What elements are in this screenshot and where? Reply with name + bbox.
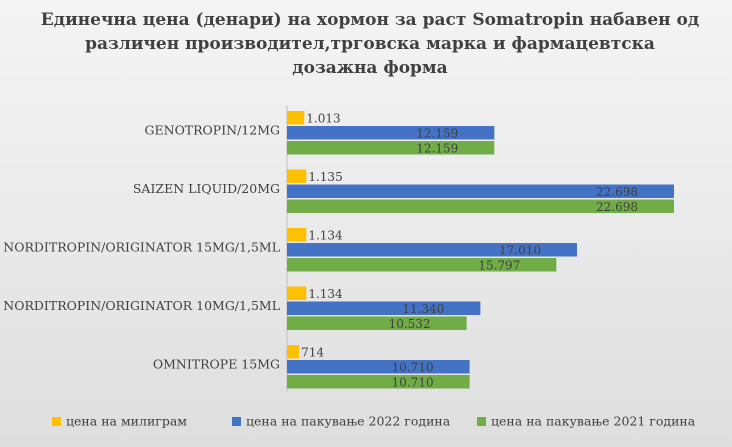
data-label: 10.532 [389, 317, 431, 331]
data-label: 1.134 [308, 228, 343, 242]
data-label: 10.710 [392, 360, 434, 374]
legend: цена на милиграм цена на пакување 2022 го… [52, 414, 696, 429]
bar [287, 111, 305, 125]
bar [287, 199, 674, 213]
data-label: 12.159 [416, 126, 458, 140]
chart-title: Единечна цена (денари) на хормон за раст… [40, 10, 700, 78]
data-label: 1.135 [308, 170, 342, 184]
legend-label: цена на милиграм [66, 414, 187, 429]
bar [287, 301, 481, 315]
data-label: 22.698 [596, 185, 638, 199]
bar [287, 243, 578, 257]
data-label: 11.340 [402, 302, 444, 316]
data-label: 22.698 [596, 200, 638, 214]
category-label: SAIZEN LIQUID/20MG [133, 181, 280, 196]
bar [287, 345, 300, 359]
bar [287, 228, 307, 242]
data-label: 714 [301, 345, 324, 359]
legend-swatch [52, 417, 61, 426]
bar [287, 375, 470, 389]
bar [287, 169, 307, 183]
data-label: 1.013 [306, 111, 340, 125]
legend-label: цена на пакување 2022 година [246, 414, 451, 429]
category-label: NORDITROPIN/ORIGINATOR 10MG/1,5ML [3, 298, 280, 313]
bar [287, 316, 467, 330]
data-label: 1.134 [308, 287, 343, 301]
legend-label: цена на пакување 2021 година [491, 414, 696, 429]
bar [287, 126, 495, 140]
category-label: OMNITROPE 15MG [153, 356, 280, 371]
category-label: GENOTROPIN/12MG [145, 122, 280, 137]
bars-layer [286, 105, 674, 392]
bar [287, 184, 674, 198]
bar [287, 286, 307, 300]
legend-swatch [232, 417, 241, 426]
category-label: NORDITROPIN/ORIGINATOR 15MG/1,5ML [3, 239, 280, 254]
bar [287, 141, 495, 155]
bar [287, 258, 557, 272]
data-label: 15.797 [478, 258, 520, 272]
data-label: 17.010 [499, 243, 541, 257]
data-label: 12.159 [416, 141, 458, 155]
bar [287, 360, 470, 374]
legend-swatch [477, 417, 486, 426]
data-label: 10.710 [392, 375, 434, 389]
